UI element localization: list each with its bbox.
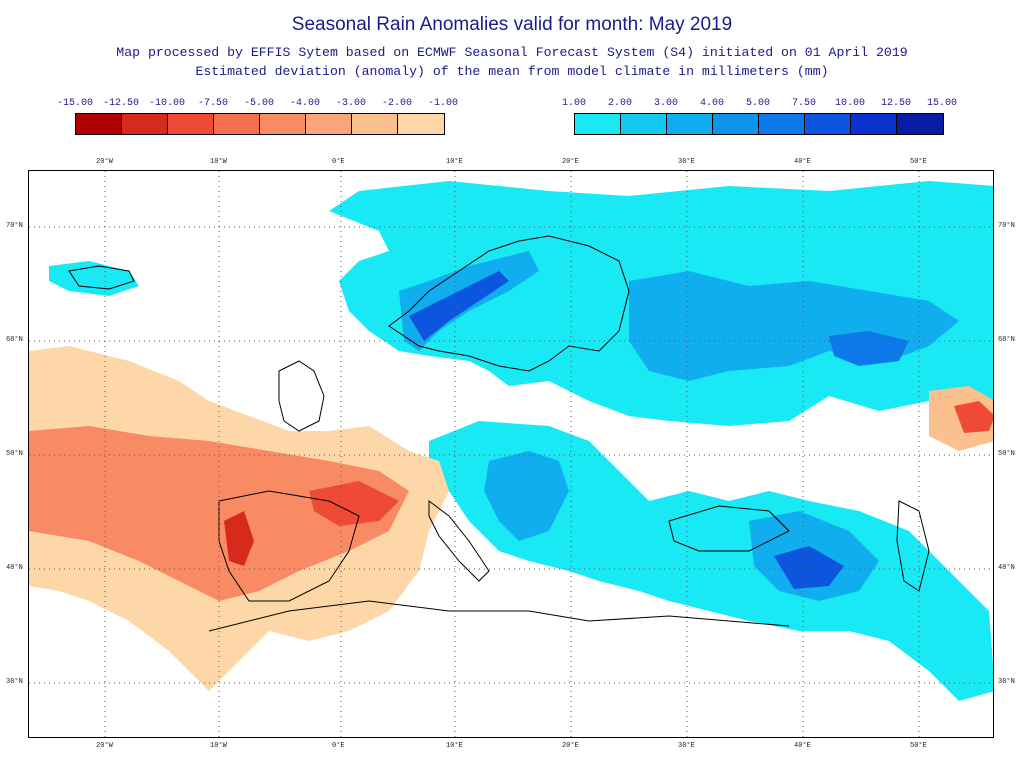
map-canvas (29, 171, 993, 737)
negative-colorbar-label-5: -4.00 (289, 98, 321, 109)
negative-colorbar-swatch-7 (398, 114, 444, 134)
map-title: Seasonal Rain Anomalies valid for month:… (291, 14, 733, 35)
positive-colorbar-label-1: 2.00 (607, 98, 633, 109)
positive-colorbar-swatch-3 (713, 114, 759, 134)
lon-label-bottom-6: 40°E (794, 742, 811, 750)
negative-colorbar-swatch-6 (352, 114, 398, 134)
negative-colorbar-label-1: -12.50 (102, 98, 140, 109)
negative-colorbar-swatch-5 (306, 114, 352, 134)
positive-colorbar-label-6: 10.00 (834, 98, 866, 109)
wet-anomaly-russia-peak (829, 331, 909, 366)
positive-colorbar-swatch-4 (759, 114, 805, 134)
map-subtitle-units: Estimated deviation (anomaly) of the mea… (195, 64, 829, 79)
lon-label-bottom-1: 10°W (210, 742, 227, 750)
wet-anomaly-turkey-peak (774, 546, 844, 589)
positive-colorbar-label-0: 1.00 (561, 98, 587, 109)
lon-label-top-1: 10°W (210, 158, 227, 166)
lat-label-right-0: 70°N (998, 222, 1015, 230)
wet-anomaly-carpathians (484, 451, 569, 541)
graticule (29, 171, 993, 737)
italy-coast (428, 500, 490, 582)
negative-colorbar-swatch-2 (168, 114, 214, 134)
lon-label-bottom-3: 10°E (446, 742, 463, 750)
negative-colorbar-label-2: -10.00 (148, 98, 186, 109)
lat-label-right-3: 40°N (998, 564, 1015, 572)
british-isles-coast (278, 360, 325, 432)
lon-label-top-4: 20°E (562, 158, 579, 166)
lon-label-bottom-0: 20°W (96, 742, 113, 750)
negative-colorbar-label-4: -5.00 (243, 98, 275, 109)
positive-colorbar-swatch-5 (805, 114, 851, 134)
positive-colorbar-label-4: 5.00 (745, 98, 771, 109)
wet-anomaly-iceland (49, 261, 139, 296)
wet-anomaly-norway-peak (409, 271, 509, 341)
iberia-coast (218, 490, 360, 602)
negative-anomaly-colorbar: -15.00 -12.50 -10.00 -7.50 -5.00 -4.00 -3.00 -2… (57, 98, 458, 138)
lon-label-top-0: 20°W (96, 158, 113, 166)
negative-colorbar-label-6: -3.00 (335, 98, 367, 109)
lon-label-bottom-2: 0°E (332, 742, 345, 750)
lon-label-top-3: 10°E (446, 158, 463, 166)
positive-colorbar-labels: 1.00 2.00 3.00 4.00 5.00 7.50 10.00 12.50 15.00 (562, 98, 957, 112)
positive-colorbar-label-5: 7.50 (791, 98, 817, 109)
lon-label-top-7: 50°E (910, 158, 927, 166)
positive-colorbar-swatch-1 (621, 114, 667, 134)
europe-map (28, 170, 994, 738)
lon-label-bottom-7: 50°E (910, 742, 927, 750)
lon-label-bottom-5: 30°E (678, 742, 695, 750)
lat-label-right-1: 60°N (998, 336, 1015, 344)
negative-colorbar-swatch-3 (214, 114, 260, 134)
positive-colorbar-swatch-6 (851, 114, 897, 134)
negative-colorbar-label-3: -7.50 (197, 98, 229, 109)
positive-anomaly-colorbar: 1.00 2.00 3.00 4.00 5.00 7.50 10.00 12.50 15.00 (562, 98, 957, 138)
positive-colorbar-label-2: 3.00 (653, 98, 679, 109)
positive-colorbar-label-7: 12.50 (880, 98, 912, 109)
negative-colorbar-swatches (75, 113, 445, 135)
lon-label-top-2: 0°E (332, 158, 345, 166)
positive-colorbar-label-8: 15.00 (926, 98, 958, 109)
negative-colorbar-swatch-1 (122, 114, 168, 134)
negative-colorbar-swatch-0 (76, 114, 122, 134)
iceland-coast (68, 265, 135, 290)
lon-label-top-6: 40°E (794, 158, 811, 166)
coastlines (68, 235, 930, 632)
mediterranean-africa-coast (208, 600, 790, 632)
map-subtitle-processing: Map processed by EFFIS Sytem based on EC… (116, 45, 908, 60)
wet-anomaly-balkans-black-sea (429, 421, 993, 701)
black-sea-coast (668, 505, 790, 552)
dry-anomaly-portugal (224, 511, 254, 566)
negative-colorbar-labels: -15.00 -12.50 -10.00 -7.50 -5.00 -4.00 -3.00 -2… (57, 98, 458, 112)
lat-label-right-2: 50°N (998, 450, 1015, 458)
dry-anomaly-france (309, 481, 399, 526)
negative-colorbar-label-7: -2.00 (381, 98, 413, 109)
negative-colorbar-label-8: -1.00 (427, 98, 459, 109)
negative-colorbar-label-0: -15.00 (56, 98, 94, 109)
scandinavia-coast (388, 235, 630, 372)
lat-label-left-4: 30°N (6, 678, 23, 686)
positive-colorbar-swatch-2 (667, 114, 713, 134)
dry-anomaly-east-core (954, 401, 993, 433)
positive-colorbar-label-3: 4.00 (699, 98, 725, 109)
positive-colorbar-swatch-7 (897, 114, 943, 134)
lat-label-left-1: 60°N (6, 336, 23, 344)
lat-label-left-0: 70°N (6, 222, 23, 230)
lat-label-left-3: 40°N (6, 564, 23, 572)
lon-label-top-5: 30°E (678, 158, 695, 166)
positive-colorbar-swatch-0 (575, 114, 621, 134)
negative-colorbar-swatch-4 (260, 114, 306, 134)
lon-label-bottom-4: 20°E (562, 742, 579, 750)
lat-label-right-4: 30°N (998, 678, 1015, 686)
positive-colorbar-swatches (574, 113, 944, 135)
lat-label-left-2: 50°N (6, 450, 23, 458)
